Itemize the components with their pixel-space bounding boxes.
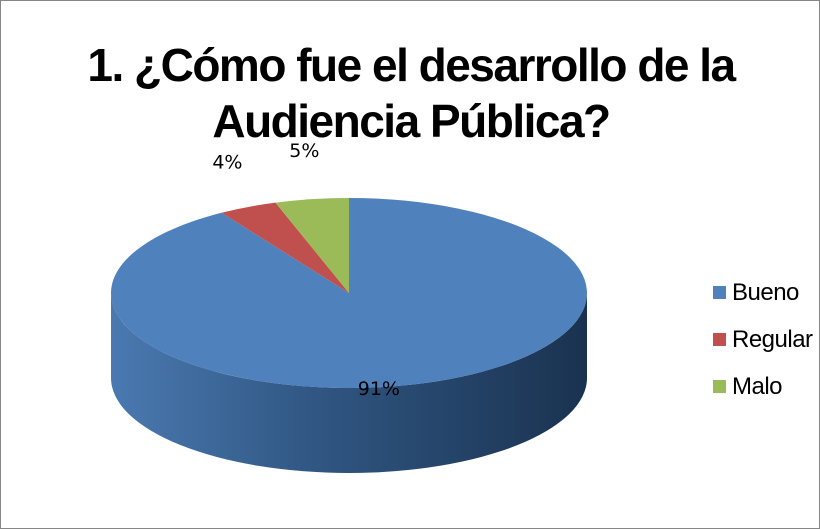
pie-slice-regular [221,202,349,293]
legend-item-regular: Regular [713,323,819,370]
pie-data-labels-group: 91% 4% 5% [212,140,400,400]
data-label-bueno: 91% [358,378,400,400]
data-label-regular: 4% [212,151,242,173]
data-label-malo: 5% [289,140,319,162]
pie-side-group [111,293,587,473]
legend: Bueno Regular Malo [713,276,819,417]
pie-slices-group [111,197,588,388]
pie-slice-bueno [111,197,588,388]
chart-title: 1. ¿Cómo fue el desarrollo de la Audienc… [87,39,736,147]
pie-side-bueno [111,293,587,473]
legend-item-bueno: Bueno [713,276,819,323]
legend-item-malo: Malo [713,370,819,417]
legend-swatch [713,286,726,299]
legend-swatch [713,380,726,393]
pie-slice-malo [275,198,349,293]
legend-label: Regular [732,326,813,353]
legend-label: Malo [732,373,783,400]
legend-swatch [713,333,726,346]
legend-label: Bueno [732,279,799,306]
